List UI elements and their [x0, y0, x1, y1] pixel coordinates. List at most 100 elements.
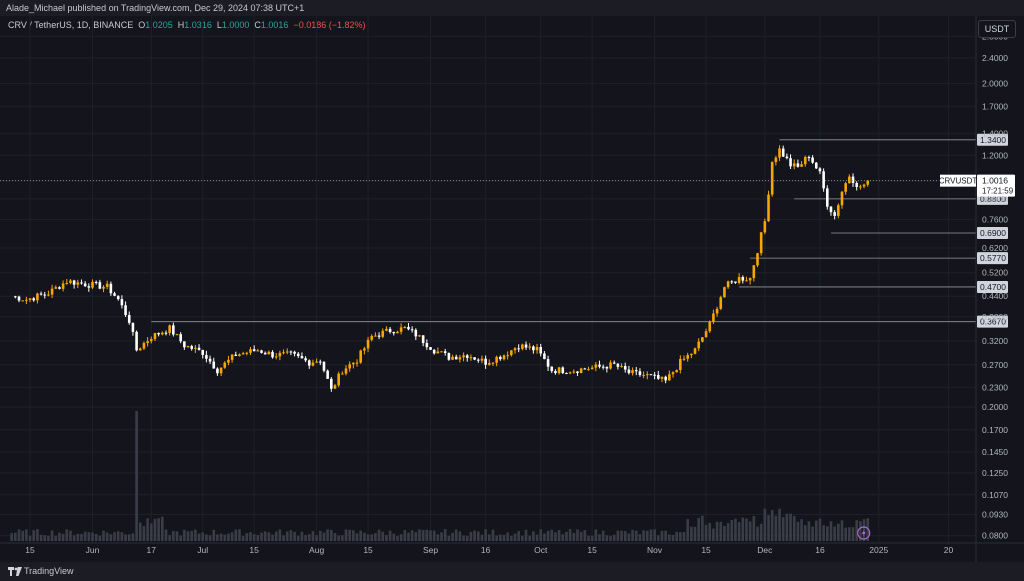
volume-bar	[238, 529, 241, 541]
candle-body	[186, 346, 190, 348]
candle-body	[370, 335, 374, 340]
candle-body	[484, 358, 487, 365]
volume-bar	[649, 529, 653, 541]
volume-bar	[201, 532, 205, 541]
currency-button[interactable]: USDT	[978, 20, 1016, 38]
candle-body	[25, 299, 28, 301]
volume-bar	[557, 530, 561, 541]
candle-body	[138, 348, 142, 351]
volume-bar	[127, 534, 131, 541]
volume-bar	[348, 529, 351, 541]
x-tick-label: 2025	[869, 545, 888, 555]
candle-body	[267, 351, 271, 355]
volume-bar	[278, 529, 282, 541]
candle-body	[374, 335, 377, 337]
candle-body	[363, 348, 366, 351]
candle-body	[223, 362, 227, 368]
volume-bar	[120, 532, 124, 541]
volume-bar	[315, 535, 318, 541]
candle-body	[396, 331, 399, 334]
candle-body	[840, 191, 844, 206]
volume-bar	[778, 508, 781, 541]
candle-body	[447, 353, 451, 360]
y-tick-label: 2.4000	[982, 53, 1008, 63]
candle-body	[341, 373, 344, 375]
symbol-name[interactable]: CRV / TetherUS, 1D, BINANCE	[8, 20, 134, 30]
volume-bar	[829, 521, 833, 541]
volume-bar	[190, 530, 193, 541]
volume-bar	[61, 533, 65, 541]
volume-bar	[36, 529, 39, 541]
candle-body	[337, 373, 340, 386]
candle-body	[767, 194, 770, 222]
volume-bar	[293, 531, 296, 541]
volume-bar	[322, 532, 326, 541]
volume-bar	[609, 535, 612, 541]
volume-bar	[194, 529, 197, 541]
candle-body	[774, 157, 778, 163]
x-axis[interactable]: 15 Jun 17 Jul 15 Aug 15 Sep 16 Oct 15 Nov 15 Dec 16 202…	[0, 542, 1024, 555]
candle-body	[219, 367, 223, 374]
candle-body	[208, 358, 212, 362]
x-tick-label: 16	[481, 545, 491, 555]
volume-bar	[701, 515, 704, 541]
volume-bar	[149, 523, 153, 541]
volume-bar	[491, 529, 495, 541]
candle-body	[807, 157, 811, 159]
volume-bar	[161, 516, 164, 541]
volume-bar	[826, 526, 829, 541]
volume-bar	[105, 532, 109, 541]
volume-bar	[499, 534, 502, 541]
volume-bar	[487, 534, 491, 541]
candles	[14, 145, 870, 392]
volume-bar	[396, 535, 399, 541]
volume-bar	[543, 533, 546, 541]
volume-bar	[337, 535, 340, 541]
volume-bar	[135, 411, 138, 541]
volume-bar	[590, 535, 594, 541]
volume-bar	[241, 535, 245, 541]
volume-bar	[792, 515, 796, 541]
publisher-text: Alade_Michael published on TradingView.c…	[6, 3, 305, 13]
volume-bar	[822, 525, 825, 541]
open-value: 1.0205	[145, 20, 173, 30]
candle-body	[829, 206, 833, 213]
candle-body	[149, 339, 153, 342]
volume-bar	[432, 530, 436, 541]
high-label: H	[177, 20, 185, 30]
volume-bar	[414, 531, 418, 541]
volume-bar	[116, 531, 120, 541]
candle-body	[572, 371, 576, 373]
volume-bar	[223, 534, 227, 541]
candle-body	[734, 281, 737, 283]
volume-bar	[113, 532, 116, 541]
volume-bar	[197, 533, 201, 541]
volume-bar	[421, 530, 425, 541]
volume-bar	[98, 535, 102, 541]
candle-body	[510, 350, 513, 356]
level-tag	[977, 252, 1008, 265]
volume-bar	[770, 509, 774, 541]
y-tick-label: 1.2000	[982, 150, 1008, 160]
candle-body	[179, 334, 182, 342]
candle-body	[601, 366, 605, 368]
volume-bar	[175, 531, 179, 541]
candle-body	[715, 308, 719, 314]
y-tick-label: 0.0800	[982, 531, 1008, 541]
candle-body	[792, 163, 796, 167]
volume-bar	[550, 529, 554, 541]
candle-body	[480, 358, 484, 361]
candle-body	[407, 326, 410, 330]
volume-bar	[447, 535, 451, 541]
countdown: 17:21:59	[982, 187, 1014, 196]
volume-bar	[535, 534, 539, 541]
candle-body	[326, 370, 329, 379]
volume-bar	[690, 526, 693, 541]
volume-bar	[579, 531, 583, 541]
volume-bar	[318, 530, 322, 541]
volume-bar	[307, 534, 311, 541]
volume-bar	[21, 530, 24, 541]
volume-bar	[546, 530, 550, 541]
volume-bar	[653, 529, 656, 541]
